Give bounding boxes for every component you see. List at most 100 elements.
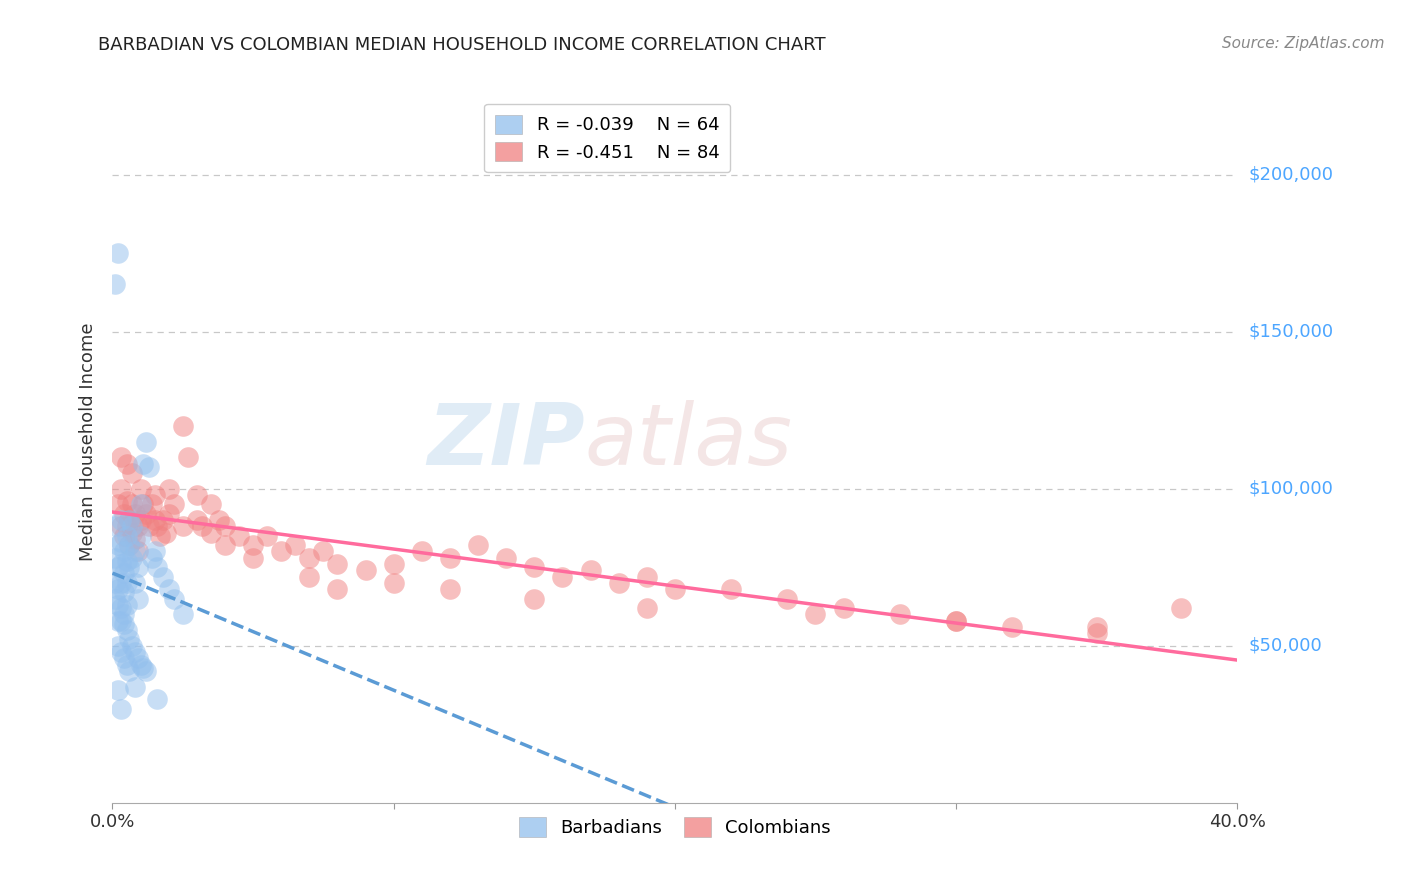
Point [636, 601, 658, 615]
Point [118, 664, 141, 678]
Point [776, 591, 799, 606]
Point [115, 598, 138, 612]
Point [149, 529, 172, 543]
Point [664, 582, 686, 597]
Point [326, 582, 349, 597]
Point [551, 569, 574, 583]
Point [138, 459, 160, 474]
Point [110, 701, 132, 715]
Point [121, 466, 143, 480]
Point [135, 434, 157, 449]
Point [127, 591, 149, 606]
Point [312, 544, 335, 558]
Point [607, 575, 630, 590]
Point [121, 639, 143, 653]
Point [121, 497, 143, 511]
Point [112, 507, 135, 521]
Point [141, 550, 163, 565]
Text: BARBADIAN VS COLOMBIAN MEDIAN HOUSEHOLD INCOME CORRELATION CHART: BARBADIAN VS COLOMBIAN MEDIAN HOUSEHOLD … [98, 36, 827, 54]
Point [110, 535, 132, 549]
Point [118, 538, 141, 552]
Point [523, 591, 546, 606]
Point [411, 544, 433, 558]
Point [124, 575, 146, 590]
Point [107, 598, 129, 612]
Point [112, 616, 135, 631]
Point [124, 645, 146, 659]
Point [121, 525, 143, 540]
Point [124, 507, 146, 521]
Point [118, 513, 141, 527]
Point [1085, 620, 1108, 634]
Point [104, 519, 127, 533]
Point [720, 582, 742, 597]
Point [146, 519, 169, 533]
Point [177, 450, 200, 465]
Legend: Barbadians, Colombians: Barbadians, Colombians [512, 810, 838, 845]
Point [104, 591, 127, 606]
Point [121, 550, 143, 565]
Point [141, 497, 163, 511]
Point [579, 563, 602, 577]
Point [110, 450, 132, 465]
Point [124, 532, 146, 546]
Point [284, 538, 307, 552]
Point [107, 682, 129, 697]
Point [115, 529, 138, 543]
Point [118, 560, 141, 574]
Point [143, 544, 166, 558]
Point [200, 525, 222, 540]
Point [129, 497, 152, 511]
Point [127, 544, 149, 558]
Point [115, 519, 138, 533]
Point [242, 538, 264, 552]
Point [636, 569, 658, 583]
Point [112, 566, 135, 581]
Point [135, 664, 157, 678]
Point [107, 497, 129, 511]
Point [115, 457, 138, 471]
Point [143, 488, 166, 502]
Point [107, 582, 129, 597]
Point [157, 582, 180, 597]
Point [110, 557, 132, 571]
Point [104, 277, 127, 292]
Point [110, 614, 132, 628]
Point [157, 507, 180, 521]
Text: $200,000: $200,000 [1249, 166, 1333, 184]
Point [832, 601, 855, 615]
Point [118, 632, 141, 647]
Point [112, 651, 135, 665]
Point [115, 657, 138, 672]
Point [186, 488, 208, 502]
Point [121, 519, 143, 533]
Text: $150,000: $150,000 [1249, 323, 1333, 341]
Point [298, 569, 321, 583]
Text: Source: ZipAtlas.com: Source: ZipAtlas.com [1222, 36, 1385, 51]
Point [115, 554, 138, 568]
Point [172, 519, 194, 533]
Point [298, 550, 321, 565]
Point [129, 529, 152, 543]
Point [354, 563, 377, 577]
Point [132, 661, 155, 675]
Point [129, 657, 152, 672]
Point [107, 246, 129, 260]
Point [191, 519, 214, 533]
Point [112, 529, 135, 543]
Point [118, 513, 141, 527]
Point [186, 513, 208, 527]
Point [135, 507, 157, 521]
Point [382, 557, 405, 571]
Point [138, 519, 160, 533]
Point [104, 550, 127, 565]
Point [326, 557, 349, 571]
Point [1170, 601, 1192, 615]
Point [163, 591, 186, 606]
Point [107, 639, 129, 653]
Point [110, 482, 132, 496]
Point [127, 519, 149, 533]
Point [439, 550, 461, 565]
Point [132, 497, 155, 511]
Point [945, 614, 967, 628]
